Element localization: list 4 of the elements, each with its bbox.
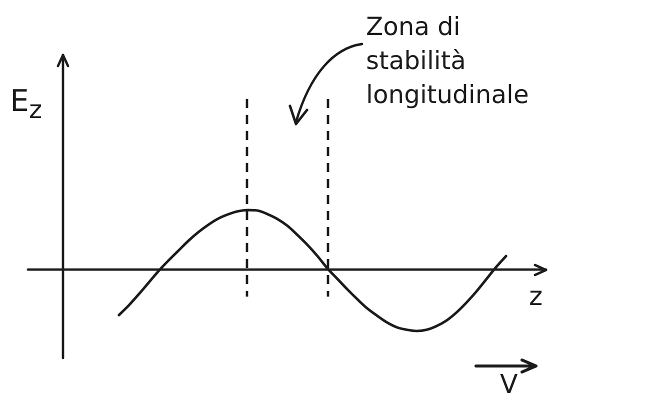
- text: Zona di stabilità longitudinale: [366, 11, 530, 111]
- x-axis-title: z: [529, 282, 543, 312]
- y-axis-title: E$_{z}$: [10, 84, 42, 126]
- text: V: [500, 370, 519, 400]
